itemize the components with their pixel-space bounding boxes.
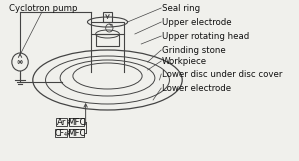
Bar [69, 129, 84, 137]
Text: Upper rotating head: Upper rotating head [162, 32, 249, 41]
Bar [69, 118, 84, 126]
Bar [57, 118, 67, 126]
Bar [96, 34, 119, 46]
Bar [91, 22, 124, 34]
Text: MFC: MFC [67, 118, 86, 127]
Text: Cyclotron pump: Cyclotron pump [9, 4, 78, 13]
Bar [55, 129, 67, 137]
Bar [103, 12, 112, 22]
Text: Upper electrode: Upper electrode [162, 18, 232, 27]
Text: Ar: Ar [57, 118, 67, 127]
Text: Workpiece: Workpiece [162, 57, 207, 66]
Text: Lower disc under disc cover: Lower disc under disc cover [162, 70, 283, 79]
Text: MFC: MFC [67, 128, 86, 137]
Text: Seal ring: Seal ring [162, 4, 200, 13]
Text: CF₄: CF₄ [54, 128, 68, 137]
Text: Lower electrode: Lower electrode [162, 84, 231, 93]
Text: Grinding stone: Grinding stone [162, 46, 226, 55]
